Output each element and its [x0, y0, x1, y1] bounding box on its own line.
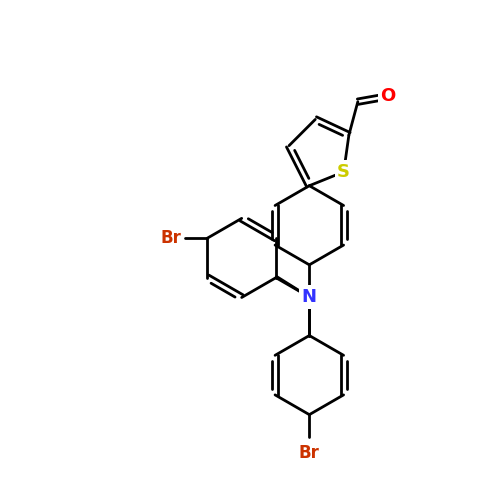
Text: O: O: [380, 88, 396, 106]
Text: S: S: [337, 163, 350, 181]
Text: Br: Br: [299, 444, 320, 462]
Text: Br: Br: [160, 229, 181, 247]
Text: N: N: [302, 288, 317, 306]
